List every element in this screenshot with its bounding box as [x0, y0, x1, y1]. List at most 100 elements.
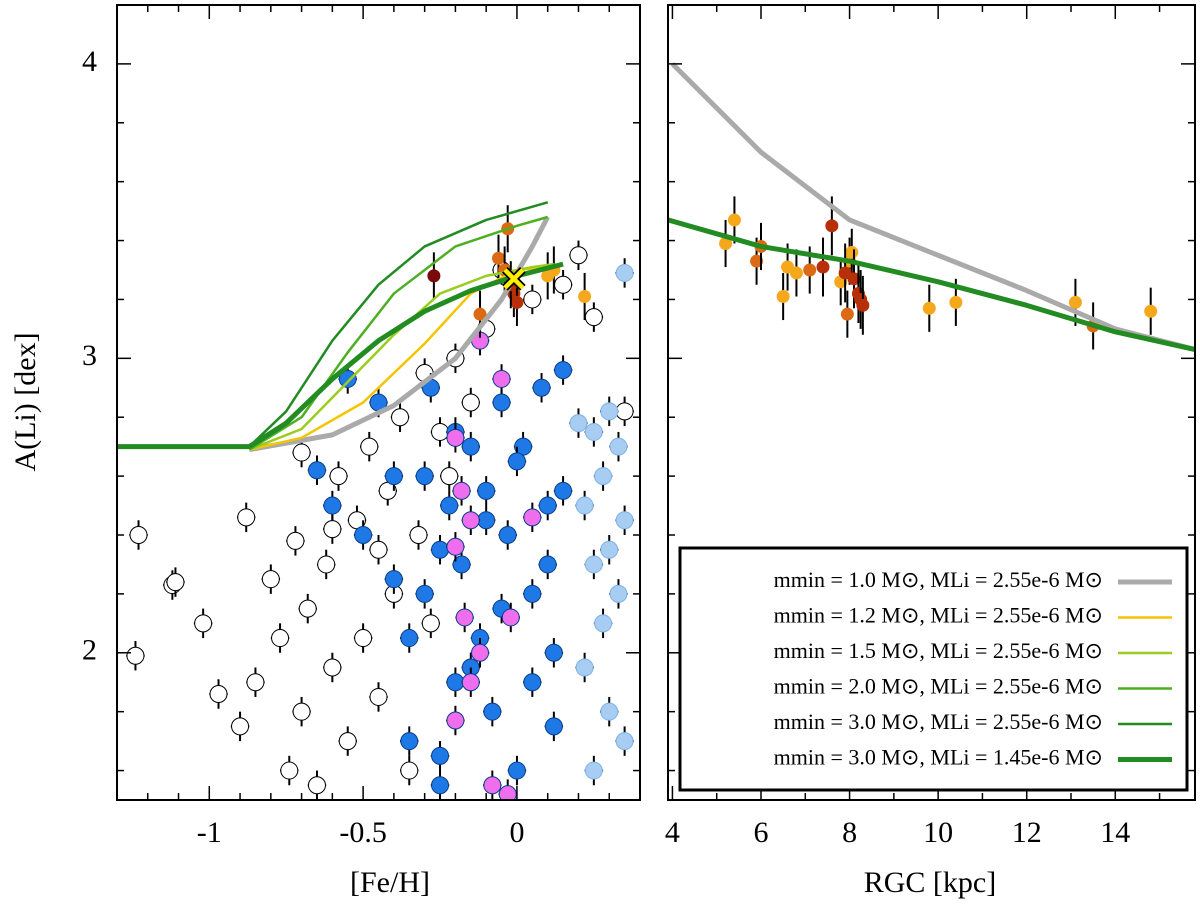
- data-point: [400, 629, 419, 648]
- point: [292, 696, 311, 727]
- data-point: [292, 443, 311, 462]
- data-point: [1144, 304, 1158, 318]
- data-point: [523, 673, 542, 692]
- point: [470, 638, 490, 668]
- point: [298, 593, 317, 624]
- data-point: [384, 467, 403, 486]
- x-axis-label: [Fe/H]: [350, 866, 430, 899]
- y-tick-label: 2: [82, 634, 97, 667]
- point: [236, 502, 256, 533]
- point: [615, 726, 634, 756]
- data-point: [523, 290, 542, 309]
- point: [378, 476, 397, 506]
- y-axis-label: A(Li) [dex]: [9, 332, 42, 471]
- data-point: [329, 467, 348, 486]
- point: [446, 705, 465, 736]
- data-point: [415, 467, 434, 486]
- point: [446, 532, 465, 562]
- data-point: [461, 673, 480, 692]
- point: [615, 258, 634, 288]
- point: [569, 240, 588, 270]
- point: [501, 602, 521, 633]
- legend-label: mmin = 3.0 M⊙, MLi = 1.45e-6 M⊙: [774, 745, 1103, 770]
- point: [584, 417, 604, 447]
- point: [400, 726, 419, 756]
- data-point: [452, 481, 471, 500]
- point: [353, 520, 373, 550]
- point: [578, 272, 592, 321]
- x-tick-label: -0.5: [339, 816, 387, 849]
- point: [246, 667, 265, 697]
- data-point: [825, 219, 839, 233]
- point: [609, 431, 628, 462]
- data-point: [507, 761, 526, 780]
- data-point: [727, 213, 741, 227]
- data-point: [384, 570, 403, 589]
- data-point: [129, 526, 148, 544]
- point: [523, 284, 542, 315]
- point: [845, 228, 859, 276]
- point: [209, 679, 228, 709]
- point: [369, 535, 388, 565]
- model-line: [248, 215, 549, 451]
- point: [507, 755, 527, 786]
- point: [584, 755, 604, 786]
- data-point: [541, 269, 555, 283]
- point: [544, 638, 564, 668]
- data-point: [584, 422, 603, 441]
- data-point: [246, 673, 265, 692]
- point: [323, 490, 342, 521]
- x-tick-label: 10: [923, 816, 953, 849]
- point: [461, 667, 481, 697]
- data-point: [323, 496, 342, 515]
- data-point: [483, 702, 502, 721]
- data-point: [354, 526, 373, 544]
- point: [816, 237, 830, 297]
- point: [523, 579, 542, 609]
- point: [452, 476, 471, 506]
- data-point: [615, 263, 634, 282]
- point: [507, 446, 527, 477]
- data-point: [600, 540, 619, 559]
- point: [523, 667, 542, 697]
- data-point: [477, 511, 496, 530]
- data-point: [949, 295, 963, 309]
- point: [553, 355, 573, 385]
- x-tick-label: 14: [1100, 816, 1130, 849]
- x-tick-label: 8: [842, 816, 857, 849]
- data-point: [554, 481, 573, 500]
- legend-label: mmin = 2.0 M⊙, MLi = 2.55e-6 M⊙: [774, 674, 1103, 699]
- data-point: [400, 732, 419, 751]
- point: [553, 476, 573, 506]
- legend-label: mmin = 1.2 M⊙, MLi = 2.55e-6 M⊙: [774, 603, 1103, 628]
- point: [840, 290, 854, 338]
- data-point: [922, 301, 936, 315]
- data-point: [280, 761, 299, 780]
- point: [338, 364, 357, 394]
- point: [483, 696, 502, 727]
- x-tick-label: 6: [754, 816, 769, 849]
- data-point: [369, 687, 388, 706]
- legend-label: mmin = 1.5 M⊙, MLi = 2.55e-6 M⊙: [774, 638, 1103, 663]
- data-point: [803, 263, 817, 277]
- data-point: [615, 732, 634, 751]
- data-point: [194, 614, 213, 633]
- point: [446, 423, 465, 453]
- data-point: [719, 237, 733, 250]
- point: [461, 431, 481, 462]
- point: [400, 623, 419, 653]
- data-point: [461, 511, 480, 530]
- point: [498, 779, 517, 800]
- data-point: [569, 246, 588, 265]
- data-point: [338, 732, 357, 751]
- data-point: [271, 629, 290, 648]
- data-point: [600, 402, 619, 421]
- data-point: [776, 290, 790, 303]
- point: [166, 567, 185, 597]
- data-point: [452, 555, 471, 574]
- point: [523, 502, 542, 533]
- data-point: [461, 393, 480, 412]
- point: [369, 682, 388, 712]
- data-point: [501, 608, 520, 627]
- point: [430, 417, 450, 447]
